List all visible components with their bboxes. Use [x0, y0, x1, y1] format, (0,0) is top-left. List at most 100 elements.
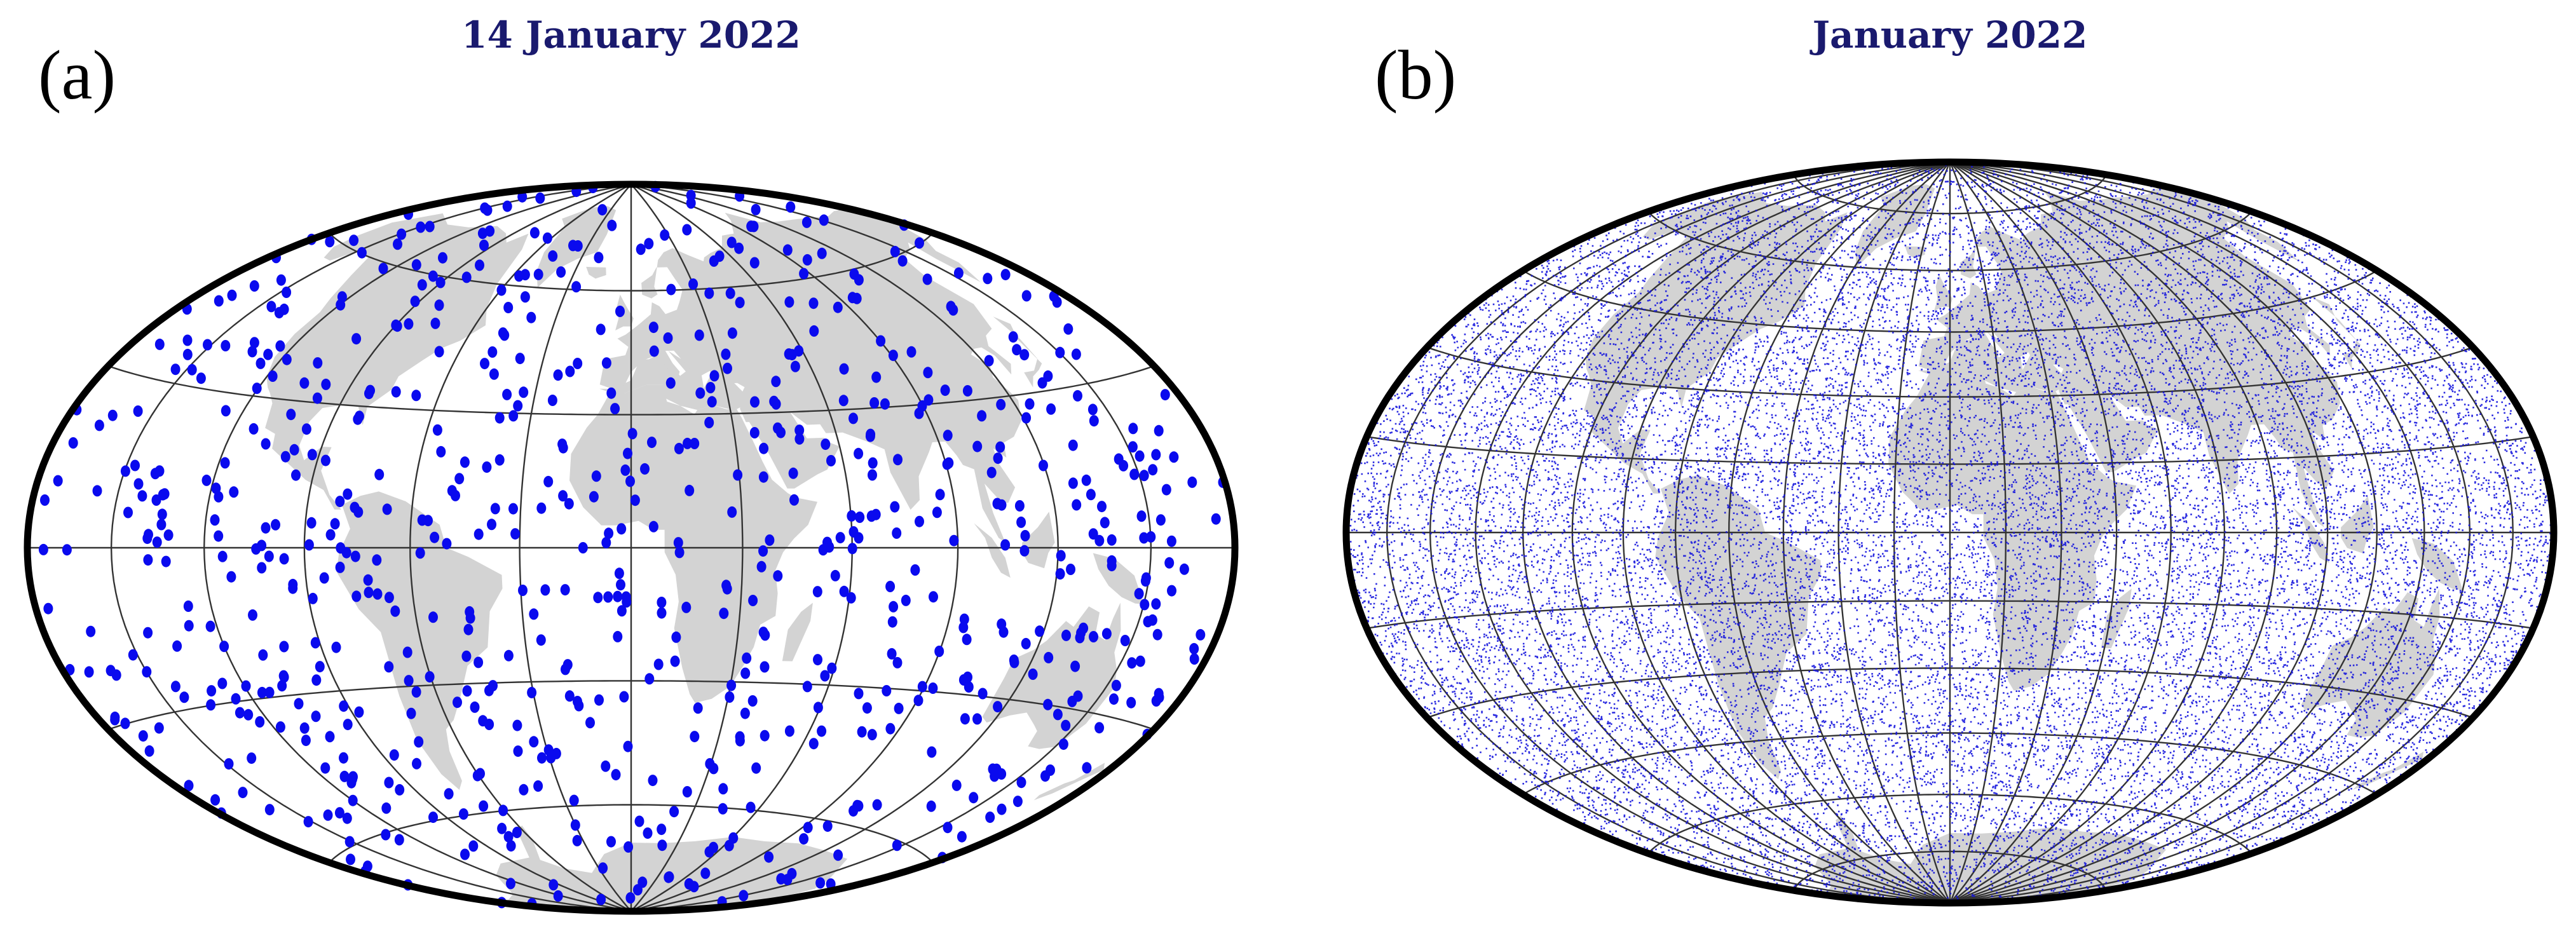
panel-a-observation-point: [685, 484, 695, 496]
panel-a-observation-point: [1151, 598, 1161, 610]
panel-a-observation-point: [1019, 349, 1030, 361]
panel-a-observation-point: [506, 840, 516, 852]
panel-a-observation-point: [276, 274, 286, 286]
panel-a-observation-point: [613, 590, 623, 602]
panel-a-observation-point: [353, 413, 363, 425]
panel-a-observation-point: [170, 363, 181, 376]
panel-a-observation-point: [133, 478, 144, 490]
panel-a-observation-point: [721, 348, 731, 360]
panel-a-observation-point: [1147, 614, 1157, 626]
panel-a-observation-point: [1139, 532, 1149, 544]
panel-a-observation-point: [214, 491, 224, 503]
panel-a-observation-point: [812, 586, 822, 598]
panel-a-observation-point: [453, 696, 462, 709]
panel-a-observation-point: [683, 437, 692, 449]
panel-a-observation-point: [1109, 693, 1119, 705]
panel-a-observation-point: [506, 878, 515, 890]
panel-a-observation-point: [412, 757, 421, 770]
panel-a-observation-point: [1067, 695, 1077, 707]
panel-a-observation-point: [463, 623, 474, 635]
panel-a-observation-point: [84, 666, 94, 678]
panel-a-observation-point: [958, 621, 969, 634]
panel-a-observation-point: [760, 729, 770, 742]
panel-a-observation-point: [739, 890, 749, 902]
panel-a-observation-point: [1035, 625, 1045, 637]
panel-a-observation-point: [1154, 424, 1164, 437]
panel-a-observation-point: [922, 273, 932, 285]
panel-a-observation-point: [648, 520, 658, 533]
panel-a-observation-point: [723, 362, 732, 374]
panel-a-observation-point: [535, 192, 545, 204]
panel-a-observation-point: [1119, 459, 1129, 471]
panel-a-observation-point: [915, 515, 924, 527]
panel-a-observation-point: [394, 834, 404, 846]
panel-a-observation-point: [808, 738, 819, 750]
panel-a-observation-point: [854, 688, 864, 700]
panel-a-observation-point: [542, 232, 552, 244]
panel-a-observation-point: [604, 527, 614, 539]
panel-a-observation-point: [227, 289, 237, 301]
panel-a-observation-point: [725, 691, 735, 703]
panel-a-observation-point: [627, 428, 637, 440]
panel-a-observation-point: [206, 699, 216, 711]
panel-a-observation-point: [1169, 451, 1179, 463]
panel-a-observation-point: [820, 670, 830, 682]
panel-a-observation-point: [847, 292, 857, 304]
panel-a-observation-point: [219, 641, 229, 653]
panel-a-observation-point: [1151, 449, 1161, 461]
panel-a-observation-point: [390, 605, 400, 617]
panel-a-observation-point: [1079, 622, 1089, 634]
panel-b-landmass: [1934, 274, 1952, 311]
panel-a-observation-point: [808, 297, 819, 309]
panel-a-observation-point: [751, 762, 761, 774]
panel-a-observation-point: [892, 839, 902, 851]
panel-b-parallel: [1522, 732, 2378, 796]
panel-a-observation-point: [484, 719, 494, 730]
panel-a-observation-point: [258, 649, 268, 661]
panel-a-observation-point: [264, 550, 274, 562]
panel-a-observation-point: [128, 649, 138, 661]
panel-a-observation-point: [498, 327, 508, 339]
panel-a-observation-point: [748, 595, 758, 606]
panel-a-observation-point: [179, 691, 189, 703]
panel-a-observation-point: [750, 396, 760, 408]
panel-b-landmass: [1855, 184, 1935, 268]
panel-a-observation-point: [927, 746, 937, 758]
panel-a-observation-point: [594, 694, 604, 706]
panel-a-observation-point: [758, 471, 768, 483]
panel-a-observation-point: [1000, 269, 1011, 281]
panel-a-observation-point: [404, 318, 414, 330]
panel-b-parallel: [1426, 346, 2474, 398]
panel-a-observation-point: [372, 588, 383, 600]
panel-a-observation-point: [335, 496, 345, 508]
panel-a-observation-point: [503, 831, 514, 843]
panel-a-observation-point: [887, 648, 897, 660]
panel-b-parallel: [1366, 600, 2533, 630]
panel-a-observation-point: [813, 654, 822, 666]
panel-a-observation-point: [311, 710, 321, 723]
panel-a-observation-point: [1179, 563, 1189, 575]
panel-a-observation-point: [606, 836, 616, 848]
panel-a-observation-point: [674, 546, 685, 559]
panel-a-observation-point: [484, 684, 494, 696]
panel-a-observation-point: [613, 630, 623, 642]
panel-a-observation-point: [868, 457, 878, 469]
panel-a-observation-point: [430, 531, 440, 543]
panel-a-observation-point: [518, 585, 528, 596]
panel-a-observation-point: [151, 494, 161, 506]
panel-a-observation-point: [917, 681, 927, 693]
panel-a-observation-point: [1089, 631, 1098, 642]
panel-a-observation-point: [210, 794, 221, 806]
panel-a-observation-point: [887, 616, 897, 628]
panel-a-observation-point: [1072, 499, 1082, 511]
panel-a-observation-point: [512, 827, 522, 838]
panel-b-observation-points: [1346, 162, 2554, 904]
panel-a-observation-point: [496, 284, 507, 296]
panel-a-observation-point: [434, 346, 444, 358]
panel-a-observation-point: [382, 503, 392, 515]
panel-a-observation-point: [735, 735, 745, 747]
panel-a-observation-point: [417, 279, 427, 291]
panel-a-observation-point: [315, 661, 325, 673]
panel-a-observation-point: [788, 467, 798, 479]
panel-a-observation-point: [623, 447, 632, 459]
